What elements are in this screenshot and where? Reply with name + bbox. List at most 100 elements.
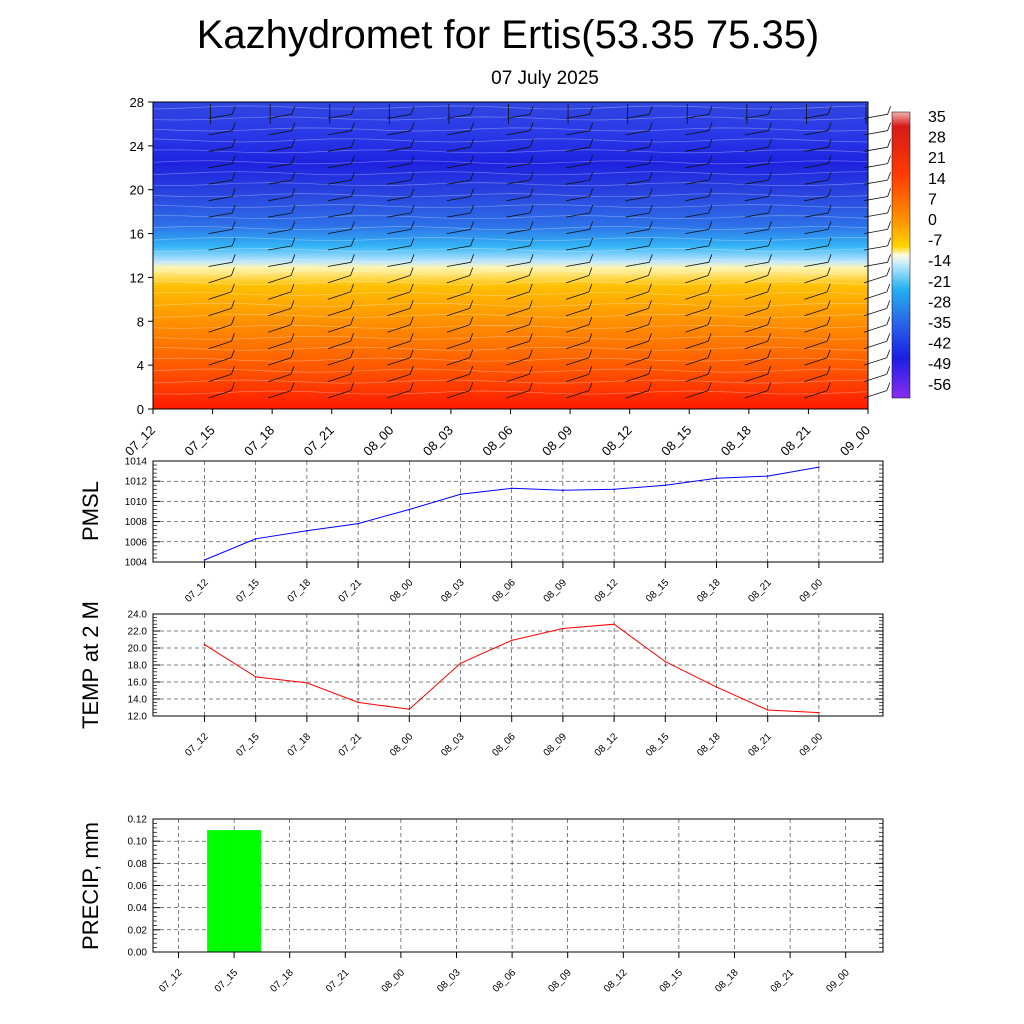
wind-barb: [446, 113, 471, 119]
wind-barb: [387, 130, 412, 136]
wind-barb: [685, 340, 709, 350]
wind-barb: [387, 340, 411, 350]
wind-barb: [744, 340, 768, 350]
wind-barb-flag: [529, 237, 534, 247]
wind-barb-flag: [648, 333, 652, 342]
pmsl-panel: 1004 1006 1008 1010 1012 1014 07_12 07_15 07_18 0…: [78, 457, 884, 605]
wind-barb-flag: [470, 237, 474, 247]
wind-barb-flag: [708, 155, 713, 164]
x-tick-label: 08_12: [602, 967, 630, 995]
wind-barb-flag: [708, 237, 713, 247]
x-tick-label: 07_18: [286, 731, 314, 759]
wind-barb: [744, 291, 768, 300]
wind-barb-flag: [826, 316, 831, 325]
wind-barb: [208, 275, 232, 284]
y-tick-label: 20: [130, 183, 144, 198]
wind-barb: [387, 275, 411, 284]
wind-barb-flag: [648, 283, 652, 293]
x-tick-label: 07_21: [337, 577, 365, 605]
colorbar-label: 28: [928, 130, 946, 147]
wind-barb-flag: [529, 122, 534, 131]
colorbar-label: -56: [928, 377, 951, 394]
wind-barb-flag: [648, 171, 653, 181]
wind-barb: [804, 196, 829, 202]
wind-barb-flag: [826, 349, 831, 358]
x-tick-label: 08_00: [388, 731, 416, 759]
x-tick-label: 08_15: [644, 577, 672, 605]
wind-barb-flag: [588, 300, 593, 309]
wind-barb: [387, 390, 411, 399]
wind-barb-flag: [887, 155, 891, 164]
series-point: [613, 488, 615, 491]
wind-barb-flag: [351, 139, 355, 148]
wind-barb: [625, 275, 649, 284]
wind-barb-flag: [826, 366, 831, 375]
series-point: [357, 701, 359, 704]
wind-barb-flag: [410, 221, 415, 230]
wind-barb: [446, 275, 470, 284]
wind-barb: [685, 261, 709, 267]
wind-barb: [804, 291, 828, 300]
x-tick-label: 07_18: [241, 423, 277, 459]
wind-barb: [208, 113, 233, 119]
y-axis-label: PRECIP, mm: [78, 822, 103, 950]
wind-barb-flag: [290, 333, 295, 342]
y-tick-label: 1012: [125, 477, 148, 488]
wind-barb: [506, 130, 531, 136]
wind-barb-flag: [887, 237, 891, 247]
wind-barb-flag: [887, 171, 891, 181]
colorbar-label: -7: [928, 233, 942, 250]
x-tick-label: 08_18: [695, 577, 723, 605]
wind-barb-flag: [469, 300, 474, 309]
wind-barb: [446, 245, 471, 251]
wind-barb-flag: [350, 366, 354, 375]
wind-barb: [744, 130, 769, 136]
x-tick-label: 07_12: [183, 731, 211, 759]
series-point: [766, 475, 769, 477]
wind-barb: [327, 163, 352, 169]
x-tick-label: 08_21: [746, 577, 774, 605]
x-tick-label: 08_09: [539, 423, 575, 459]
wind-barb: [208, 146, 233, 152]
wind-barb: [268, 212, 292, 218]
wind-barb: [804, 113, 829, 119]
wind-barb-flag: [589, 254, 594, 263]
wind-barb-flag: [887, 106, 891, 115]
wind-barb-flag: [887, 122, 891, 131]
wind-barb-flag: [648, 139, 653, 148]
wind-barb: [327, 179, 352, 185]
wind-barb-flag: [528, 349, 533, 358]
wind-barb-flag: [648, 188, 653, 197]
wind-barb-flag: [767, 382, 772, 391]
wind-barb-flag: [589, 106, 594, 115]
wind-barb: [625, 245, 650, 251]
y-tick-label: 20.0: [128, 644, 148, 655]
wind-barb: [804, 261, 829, 267]
contour-line: [152, 160, 869, 165]
wind-barb-flag: [886, 382, 891, 391]
series-point: [203, 643, 206, 646]
wind-barb-flag: [410, 106, 415, 115]
wind-barb: [566, 229, 590, 234]
wind-barb-flag: [231, 106, 236, 115]
wind-barb: [744, 357, 768, 366]
wind-barb: [744, 163, 769, 169]
wind-barb: [744, 245, 769, 251]
wind-barb: [327, 229, 352, 234]
wind-barb: [566, 163, 590, 169]
y-tick-label: 12: [130, 270, 144, 285]
y-tick-label: 28: [130, 95, 144, 110]
wind-barb: [208, 163, 233, 169]
wind-barb: [744, 146, 769, 152]
contour-line: [152, 149, 869, 154]
wind-barb: [625, 146, 650, 152]
wind-barb: [685, 357, 709, 366]
wind-barb-flag: [350, 283, 354, 293]
wind-barb: [208, 340, 232, 350]
wind-barb-flag: [409, 267, 414, 276]
wind-barb-flag: [409, 382, 414, 391]
wind-barb-flag: [291, 188, 296, 197]
wind-barb: [268, 324, 292, 333]
series-point: [510, 487, 513, 490]
wind-barb: [268, 163, 292, 169]
